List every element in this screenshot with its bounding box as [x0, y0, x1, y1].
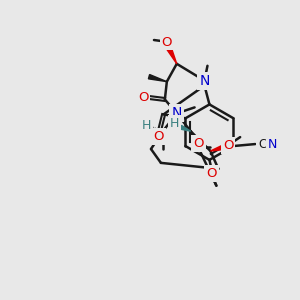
Text: N: N: [199, 74, 210, 88]
Text: O: O: [162, 35, 172, 49]
Text: O: O: [193, 136, 204, 150]
Polygon shape: [167, 47, 177, 64]
Text: N: N: [267, 138, 277, 151]
Polygon shape: [180, 125, 190, 131]
Text: C: C: [258, 138, 266, 151]
Text: H: H: [170, 117, 179, 130]
Text: O: O: [153, 130, 164, 142]
Polygon shape: [210, 145, 225, 151]
Text: O: O: [206, 167, 217, 180]
Text: H: H: [141, 119, 151, 132]
Text: O: O: [223, 139, 233, 152]
Text: O: O: [138, 91, 148, 104]
Polygon shape: [148, 74, 167, 82]
Text: N: N: [172, 106, 182, 120]
